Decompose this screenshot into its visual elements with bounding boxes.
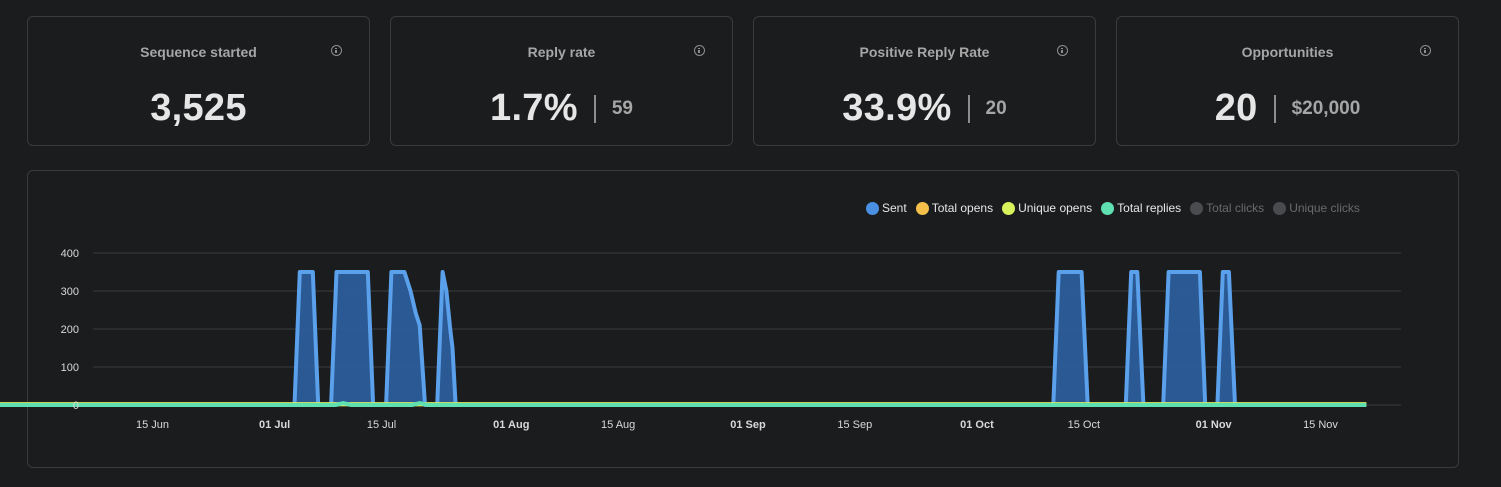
- x-tick-label: 01 Sep: [730, 419, 766, 431]
- stat-card-opportunities: Opportunities 20 $20,000: [1116, 16, 1459, 146]
- stat-title: Reply rate: [527, 44, 596, 60]
- info-icon[interactable]: [1420, 45, 1431, 56]
- stat-divider: [593, 94, 596, 123]
- y-tick-label: 200: [61, 324, 79, 336]
- legend-label: Unique clicks: [1289, 201, 1360, 215]
- stat-subvalue: $20,000: [1291, 97, 1361, 119]
- stat-title: Positive Reply Rate: [859, 44, 990, 60]
- legend-item-unique-clicks[interactable]: Unique clicks: [1273, 201, 1360, 215]
- stat-card-positive-reply-rate: Positive Reply Rate 33.9% 20: [753, 16, 1096, 146]
- series-area-sent: [0, 272, 1367, 405]
- stat-divider: [1273, 94, 1276, 123]
- stat-value-row: 20 $20,000: [1117, 87, 1458, 130]
- series-line-sent: [0, 270, 1367, 407]
- stat-value-row: 3,525: [28, 87, 369, 130]
- stat-card-sequence-started: Sequence started 3,525: [27, 16, 370, 146]
- legend-dot-icon: [866, 201, 879, 215]
- stat-title: Sequence started: [140, 44, 257, 60]
- stat-value: 3,525: [150, 87, 247, 129]
- stat-subvalue: 20: [985, 97, 1007, 119]
- stat-subvalue: 59: [611, 97, 633, 119]
- legend-dot-icon: [1273, 201, 1287, 215]
- info-icon[interactable]: [1057, 45, 1068, 56]
- legend-label: Sent: [882, 201, 907, 215]
- x-tick-label: 15 Nov: [1303, 419, 1338, 431]
- stat-value-row: 33.9% 20: [754, 87, 1095, 130]
- legend-dot-icon: [1002, 201, 1016, 215]
- stat-value: 20: [1214, 87, 1258, 129]
- legend-dot-icon: [1190, 201, 1204, 215]
- stat-divider: [967, 94, 970, 123]
- info-icon[interactable]: [694, 45, 705, 56]
- legend-item-unique-opens[interactable]: Unique opens: [1002, 201, 1092, 215]
- x-tick-label: 15 Oct: [1068, 419, 1100, 431]
- x-tick-label: 01 Jul: [259, 419, 290, 431]
- x-tick-label: 01 Nov: [1196, 419, 1233, 431]
- y-tick-label: 400: [61, 248, 79, 260]
- chart-legend: Sent Total opens Unique opens Total repl…: [866, 201, 1369, 215]
- chart-series: [0, 270, 1367, 407]
- stat-card-reply-rate: Reply rate 1.7% 59: [390, 16, 733, 146]
- legend-item-total-clicks[interactable]: Total clicks: [1190, 201, 1264, 215]
- legend-label: Total opens: [931, 201, 994, 215]
- y-tick-label: 0: [73, 400, 79, 412]
- chart-axes: 0 100 200 300 400 15 Jun 01 Jul 15 Jul 01 Aug 15 …: [61, 248, 1339, 431]
- stat-value-row: 1.7% 59: [391, 87, 732, 130]
- legend-label: Total clicks: [1206, 201, 1265, 215]
- info-icon[interactable]: [331, 45, 342, 56]
- legend-dot-icon: [915, 201, 929, 215]
- x-tick-label: 15 Jun: [136, 419, 169, 431]
- x-tick-label: 01 Oct: [960, 419, 994, 431]
- x-tick-label: 01 Aug: [493, 419, 529, 431]
- legend-label: Total replies: [1117, 201, 1182, 215]
- series-line-total-replies: [0, 401, 1367, 407]
- x-tick-label: 15 Jul: [367, 419, 396, 431]
- legend-item-sent[interactable]: Sent: [866, 201, 907, 215]
- stat-value: 33.9%: [842, 87, 952, 129]
- legend-dot-icon: [1101, 201, 1115, 215]
- legend-item-total-opens[interactable]: Total opens: [915, 201, 994, 215]
- x-tick-label: 15 Aug: [601, 419, 635, 431]
- y-tick-label: 100: [61, 362, 79, 374]
- stat-title: Opportunities: [1241, 44, 1334, 60]
- legend-label: Unique opens: [1018, 201, 1093, 215]
- y-tick-label: 300: [61, 286, 79, 298]
- stat-value: 1.7%: [490, 87, 578, 129]
- legend-item-total-replies[interactable]: Total replies: [1101, 201, 1181, 215]
- x-tick-label: 15 Sep: [837, 419, 872, 431]
